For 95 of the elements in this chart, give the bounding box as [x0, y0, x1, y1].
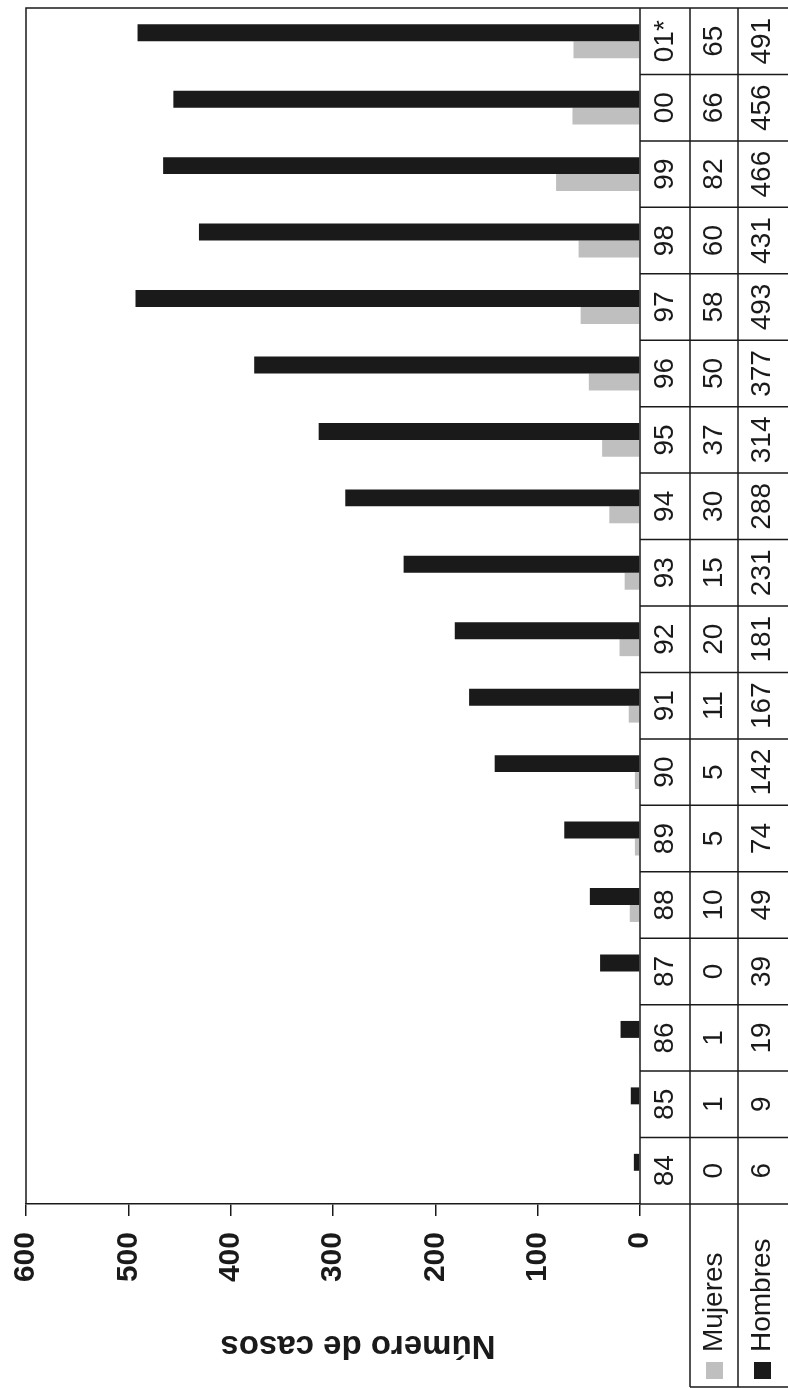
data-label: 15	[696, 557, 728, 589]
bar	[633, 1153, 640, 1171]
data-label: 5	[696, 830, 728, 847]
bar	[173, 90, 640, 108]
y-tick-label: 92	[647, 623, 679, 655]
data-label: 142	[744, 748, 776, 796]
y-tick-label: 96	[647, 357, 679, 390]
data-label: 60	[696, 224, 728, 257]
data-label: 82	[696, 158, 728, 190]
data-label: 314	[744, 416, 776, 464]
data-label: 39	[744, 955, 776, 988]
data-label: 6	[744, 1162, 776, 1179]
text: Mujeres	[696, 1252, 728, 1352]
x-tick-label: 100	[518, 1232, 552, 1283]
data-label: 0	[696, 963, 728, 980]
y-tick-label: 86	[647, 1022, 679, 1054]
x-tick-label: 300	[314, 1232, 348, 1283]
data-label: 58	[696, 291, 728, 323]
y-tick-label: 00	[647, 92, 679, 124]
data-label: 50	[696, 357, 728, 390]
data-label: 65	[696, 25, 728, 57]
bar	[163, 157, 640, 175]
y-tick-label: 93	[647, 557, 679, 589]
y-tick-label: 94	[647, 490, 679, 522]
bar	[556, 174, 640, 192]
bar	[345, 489, 640, 507]
data-label: 49	[744, 889, 776, 921]
y-tick-label: 01*	[647, 20, 679, 63]
x-tick-label: 500	[109, 1232, 143, 1283]
bar	[628, 705, 640, 723]
bar	[619, 639, 640, 657]
bar	[602, 439, 640, 457]
x-tick-label: 400	[211, 1232, 245, 1283]
data-label: 5	[696, 764, 728, 780]
bar	[137, 24, 640, 42]
bar	[564, 821, 640, 839]
data-label: 1	[696, 1096, 728, 1113]
bar	[620, 1020, 640, 1038]
bar	[588, 373, 640, 391]
y-tick-label: 95	[647, 424, 679, 456]
bar	[403, 555, 640, 573]
bar	[572, 107, 640, 125]
bar	[454, 622, 640, 640]
data-label: 456	[744, 84, 776, 132]
bar	[578, 240, 640, 258]
y-tick-label: 90	[647, 756, 679, 788]
data-label: 491	[744, 17, 776, 65]
data-label: 66	[696, 92, 728, 124]
bar	[629, 905, 640, 922]
y-tick-label: 87	[647, 955, 679, 988]
bar	[135, 290, 640, 307]
bar	[580, 307, 640, 324]
y-tick-label: 97	[647, 291, 679, 323]
x-axis-title: Número de casos	[220, 1328, 496, 1366]
bar	[624, 572, 640, 590]
y-tick-label: 89	[647, 822, 679, 855]
data-label: 0	[696, 1162, 728, 1179]
bar	[609, 506, 640, 524]
data-label: 10	[696, 889, 728, 921]
bar	[469, 688, 640, 706]
data-label: 37	[696, 424, 728, 456]
bar	[198, 223, 640, 241]
data-label: 181	[744, 615, 776, 663]
bar	[589, 888, 640, 905]
x-tick-label: 200	[416, 1232, 450, 1283]
data-label: 74	[744, 822, 776, 855]
data-label: 431	[744, 217, 776, 264]
bar	[634, 772, 640, 790]
data-label: 466	[744, 150, 776, 198]
bar	[254, 356, 640, 374]
data-label: 30	[696, 490, 728, 522]
y-tick-label: 84	[647, 1155, 679, 1187]
bar	[573, 41, 640, 59]
x-tick-label: 600	[7, 1232, 41, 1283]
data-label: 19	[744, 1022, 776, 1054]
data-label: 20	[696, 623, 728, 655]
y-tick-label: 99	[647, 158, 679, 190]
bar	[494, 755, 640, 773]
data-label: 1	[696, 1030, 728, 1046]
data-label: 167	[744, 682, 776, 730]
y-tick-label: 88	[647, 889, 679, 921]
data-label: 493	[744, 283, 776, 331]
data-label: 9	[744, 1096, 776, 1113]
bar	[318, 422, 640, 440]
data-label: 288	[744, 482, 776, 530]
x-tick-label: 0	[621, 1232, 655, 1249]
bar	[600, 954, 640, 972]
data-label: 231	[744, 549, 776, 597]
y-tick-label: 91	[647, 690, 679, 722]
data-label: 11	[696, 691, 728, 721]
y-tick-label: 85	[647, 1088, 679, 1120]
y-tick-label: 98	[647, 224, 679, 257]
data-label: 377	[744, 350, 776, 397]
bar	[630, 1087, 640, 1105]
text: Hombres	[744, 1238, 776, 1352]
